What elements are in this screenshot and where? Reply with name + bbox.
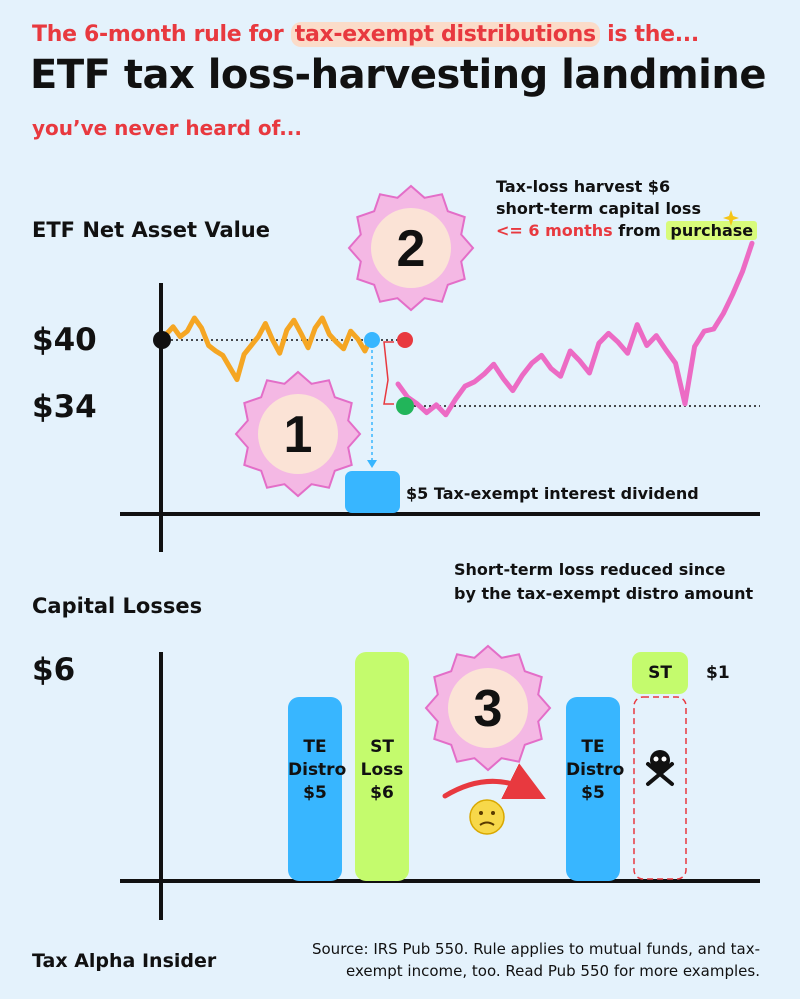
bar-te-distro-before xyxy=(288,697,342,881)
st-remaining-value: $1 xyxy=(706,663,730,683)
footer-source: Source: IRS Pub 550. Rule applies to mut… xyxy=(311,940,760,980)
price-label-34: $34 xyxy=(32,389,97,425)
reduction-note: Short-term loss reduced since by the tax… xyxy=(454,558,753,606)
reduction-note-line3: by the tax-exempt distro amount xyxy=(454,584,754,603)
sparkle-icon xyxy=(723,210,739,226)
bar-te-distro-after xyxy=(566,697,620,881)
bar-label-line: Distro xyxy=(288,760,347,780)
kicker-post: is the... xyxy=(599,22,699,47)
harvest-note-red: <= 6 months xyxy=(496,221,613,240)
nav-orange-line xyxy=(163,315,375,383)
bar-label-te-before: TE Distro $5 xyxy=(288,736,347,805)
badge-2: 2 xyxy=(347,184,475,312)
loss-scale-label: $6 xyxy=(32,652,76,688)
kicker-highlight: tax-exempt distributions xyxy=(290,22,600,47)
skull-crossbones-icon xyxy=(646,750,674,786)
drop-bracket xyxy=(383,341,394,405)
purchase-dot xyxy=(153,331,171,349)
dividend-box xyxy=(345,471,400,513)
harvest-note-highlight: purchase xyxy=(666,221,758,240)
sale-dot xyxy=(396,397,414,415)
bar-label-line: $5 xyxy=(581,783,605,803)
price-label-40: $40 xyxy=(32,322,97,358)
bar-label-st-remaining: ST xyxy=(648,663,672,683)
dividend-label: $5 Tax-exempt interest dividend xyxy=(406,484,699,503)
bar-eliminated-loss xyxy=(633,696,687,880)
header-kicker: The 6-month rule for tax-exempt distribu… xyxy=(32,22,699,47)
badge-3-number: 3 xyxy=(474,680,503,738)
capital-losses-label: Capital Losses xyxy=(32,594,203,618)
kicker-pre: The 6-month rule for xyxy=(32,22,291,47)
sad-face-icon xyxy=(469,799,505,835)
bar-st-loss-before xyxy=(355,652,409,881)
harvest-note-mid: from xyxy=(612,221,667,240)
badge-1: 1 xyxy=(234,370,362,498)
page-subtitle: you’ve never heard of... xyxy=(32,116,302,140)
harvest-note-line3: <= 6 months from purchase xyxy=(496,220,758,242)
bar-st-remaining xyxy=(632,652,688,694)
bar-label-te-after: TE Distro $5 xyxy=(566,736,625,805)
badge-1-number: 1 xyxy=(284,406,313,464)
exdate-dot xyxy=(364,332,380,348)
bar-label-line: $5 xyxy=(303,783,327,803)
nav-pink-line xyxy=(395,240,755,418)
badge-3: 3 xyxy=(424,644,552,772)
harvest-note-line1: Tax-loss harvest $6 xyxy=(496,177,671,196)
bar-label-line: TE xyxy=(581,737,605,757)
bar-label-line: Loss xyxy=(360,760,404,780)
reduction-note-line1: Short-term loss reduced since xyxy=(454,560,726,579)
transition-arrow xyxy=(442,763,546,799)
pre-drop-dot xyxy=(397,332,413,348)
bar-label-line: Distro xyxy=(566,760,625,780)
bar-label-line: $6 xyxy=(370,783,394,803)
dividend-arrow-head xyxy=(367,460,377,468)
badge-2-number: 2 xyxy=(397,220,426,278)
bar-label-line: TE xyxy=(303,737,327,757)
page-title: ETF tax loss-harvesting landmine xyxy=(30,52,767,98)
bar-label-st-before: ST Loss $6 xyxy=(355,736,409,805)
bar-label-line: ST xyxy=(370,737,394,757)
nav-section-label: ETF Net Asset Value xyxy=(32,218,271,242)
harvest-note-line2: short-term capital loss xyxy=(496,199,701,218)
harvest-note: Tax-loss harvest $6 short-term capital l… xyxy=(496,176,758,242)
footer-brand: Tax Alpha Insider xyxy=(32,950,217,972)
